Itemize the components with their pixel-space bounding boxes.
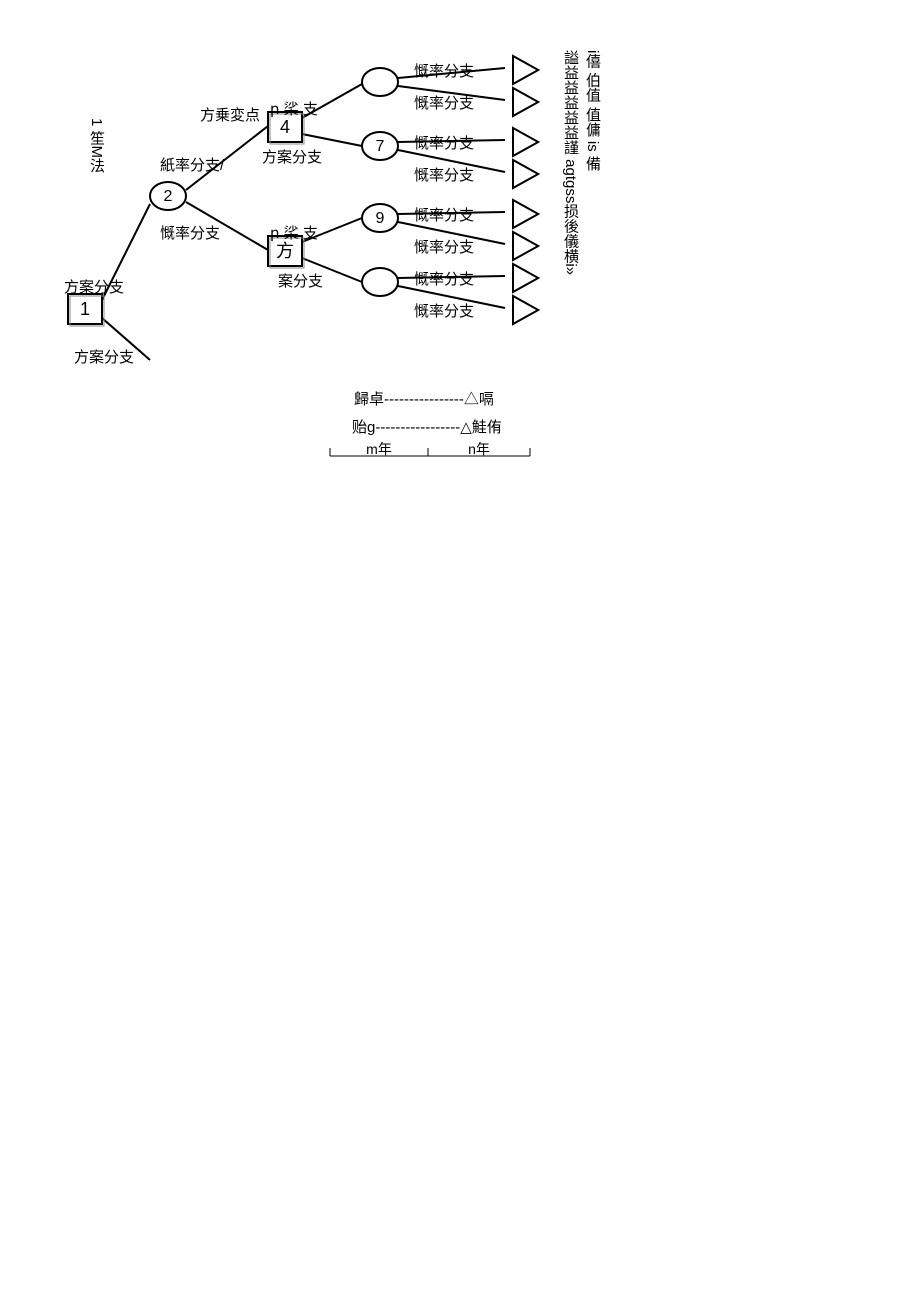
branch-label: 慨率分支 — [414, 268, 474, 289]
branch-label: 方乗変点 — [200, 104, 260, 125]
svg-text:m年: m年 — [366, 441, 392, 457]
svg-text:9: 9 — [376, 210, 385, 227]
branch-label: 慨率分支 — [414, 204, 474, 225]
branch-label: ր 桬 支 — [270, 98, 318, 119]
branch-label: 慨率分支 — [414, 92, 474, 113]
branch-label: 慨率分支 — [414, 300, 474, 321]
branch-label: 方案分支 — [262, 146, 322, 167]
branch-label: 紙率分支/ — [160, 154, 224, 175]
branch-label: 案分支 — [278, 270, 323, 291]
svg-text:n年: n年 — [468, 441, 490, 457]
branch-label: 方案分支 — [74, 346, 134, 367]
svg-text:7: 7 — [376, 138, 385, 155]
svg-text:方: 方 — [276, 241, 294, 261]
left-axis-label: 1 笙M法 — [86, 118, 107, 173]
branch-label: 慨率分支 — [160, 222, 220, 243]
right-column-label: 謚益益益益益謹 agtgss损後儀横i» — [560, 50, 581, 275]
branch-label: 慨率分支 — [414, 236, 474, 257]
svg-text:1: 1 — [80, 299, 90, 319]
branch-label: 慨率分支 — [414, 60, 474, 81]
legend-line: 贻g-----------------△鮭侑 — [352, 416, 502, 437]
tree-svg: 1 4 方 2 7 9 m年 n年 — [0, 0, 920, 1301]
legend-line: 歸卓----------------△嗝 — [354, 388, 494, 409]
svg-text:4: 4 — [280, 117, 290, 137]
right-column-label: i僖 伯值 值傭 is 備 — [582, 50, 603, 171]
branch-label: ր 桬 支 — [270, 222, 318, 243]
svg-text:2: 2 — [164, 188, 173, 205]
diagram-stage: 14方279m年n年 方案分支方案分支紙率分支/慨率分支方乗変点ր 桬 支方案分… — [0, 0, 920, 1301]
branch-label: 慨率分支 — [414, 164, 474, 185]
branch-label: 慨率分支 — [414, 132, 474, 153]
branch-label: 方案分支 — [64, 276, 124, 297]
